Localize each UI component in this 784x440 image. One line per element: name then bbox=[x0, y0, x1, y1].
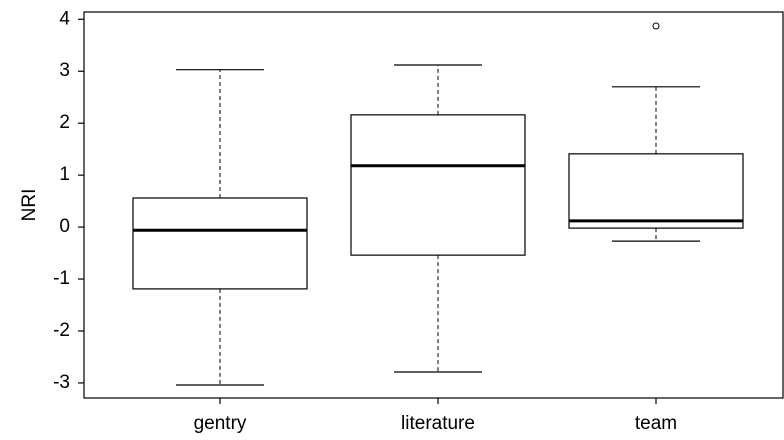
x-tick-label: gentry bbox=[194, 413, 247, 434]
y-tick-label: 1 bbox=[59, 164, 70, 185]
x-tick-label: team bbox=[635, 413, 677, 434]
y-tick-label: 0 bbox=[59, 216, 70, 237]
y-tick-label: -3 bbox=[53, 372, 70, 393]
plot-frame bbox=[83, 11, 784, 399]
y-tick-label: -2 bbox=[53, 320, 70, 341]
y-tick-label: 2 bbox=[59, 112, 70, 133]
y-tick-label: 3 bbox=[59, 60, 70, 81]
y-tick-label: -1 bbox=[53, 268, 70, 289]
box bbox=[132, 197, 308, 290]
outlier bbox=[652, 22, 660, 30]
box bbox=[350, 114, 526, 256]
y-tick-label: 4 bbox=[59, 8, 70, 29]
box bbox=[568, 153, 744, 229]
x-tick-label: literature bbox=[401, 413, 475, 434]
y-axis-label: NRI bbox=[19, 189, 40, 222]
